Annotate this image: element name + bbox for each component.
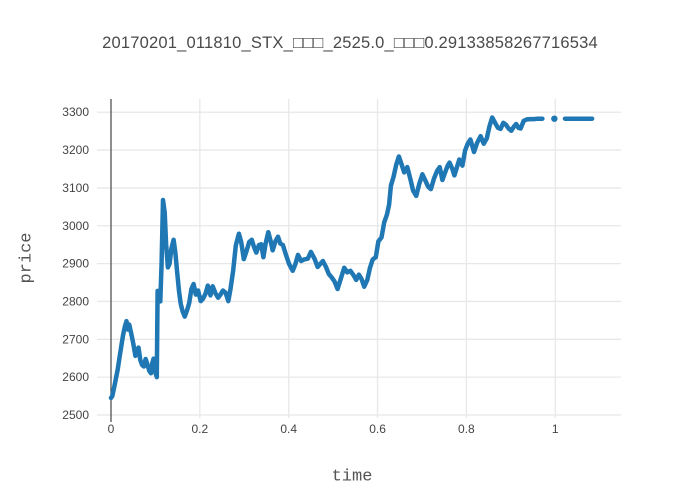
x-tick-label: 1 [552,422,559,436]
price-series-point[interactable] [551,115,558,122]
y-tick-label: 2600 [62,370,89,384]
x-tick-label: 0.4 [280,422,297,436]
x-tick-label: 0.2 [192,422,209,436]
x-tick-label: 0.8 [458,422,475,436]
y-tick-label: 3200 [62,143,89,157]
x-tick-label: 0 [108,422,115,436]
chart-title: 20170201_011810_STX_□□□_2525.0_□□□0.2913… [102,34,598,52]
y-tick-label: 2700 [62,332,89,346]
y-tick-label: 2800 [62,294,89,308]
price-series-line[interactable] [108,115,545,401]
y-tick-label: 3100 [62,181,89,195]
y-tick-label: 3000 [62,219,89,233]
x-tick-label: 0.6 [369,422,386,436]
y-tick-label: 2500 [62,408,89,422]
x-axis-title: time [331,467,373,487]
y-tick-label: 3300 [62,105,89,119]
y-tick-label: 2900 [62,257,89,271]
